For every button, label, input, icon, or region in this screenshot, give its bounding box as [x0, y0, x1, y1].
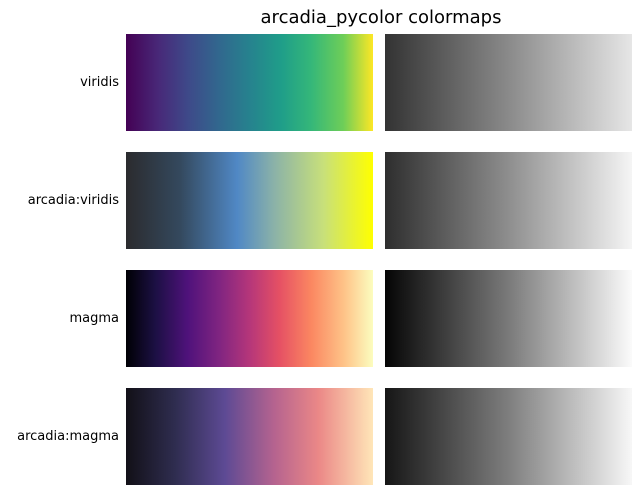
grayscale-swatch-arcadia-magma	[385, 388, 632, 485]
row-label-arcadia-magma: arcadia:magma	[17, 429, 119, 444]
row-label-viridis: viridis	[80, 75, 119, 90]
colormap-swatch-viridis	[126, 34, 373, 131]
grayscale-swatch-viridis	[385, 34, 632, 131]
chart-title: arcadia_pycolor colormaps	[260, 7, 502, 28]
colormap-swatch-arcadia-magma	[126, 388, 373, 485]
row-label-magma: magma	[69, 311, 119, 326]
row-label-arcadia-viridis: arcadia:viridis	[28, 193, 119, 208]
colormap-swatch-arcadia-viridis	[126, 152, 373, 249]
colormap-swatch-magma	[126, 270, 373, 367]
grayscale-swatch-magma	[385, 270, 632, 367]
grayscale-swatch-arcadia-viridis	[385, 152, 632, 249]
